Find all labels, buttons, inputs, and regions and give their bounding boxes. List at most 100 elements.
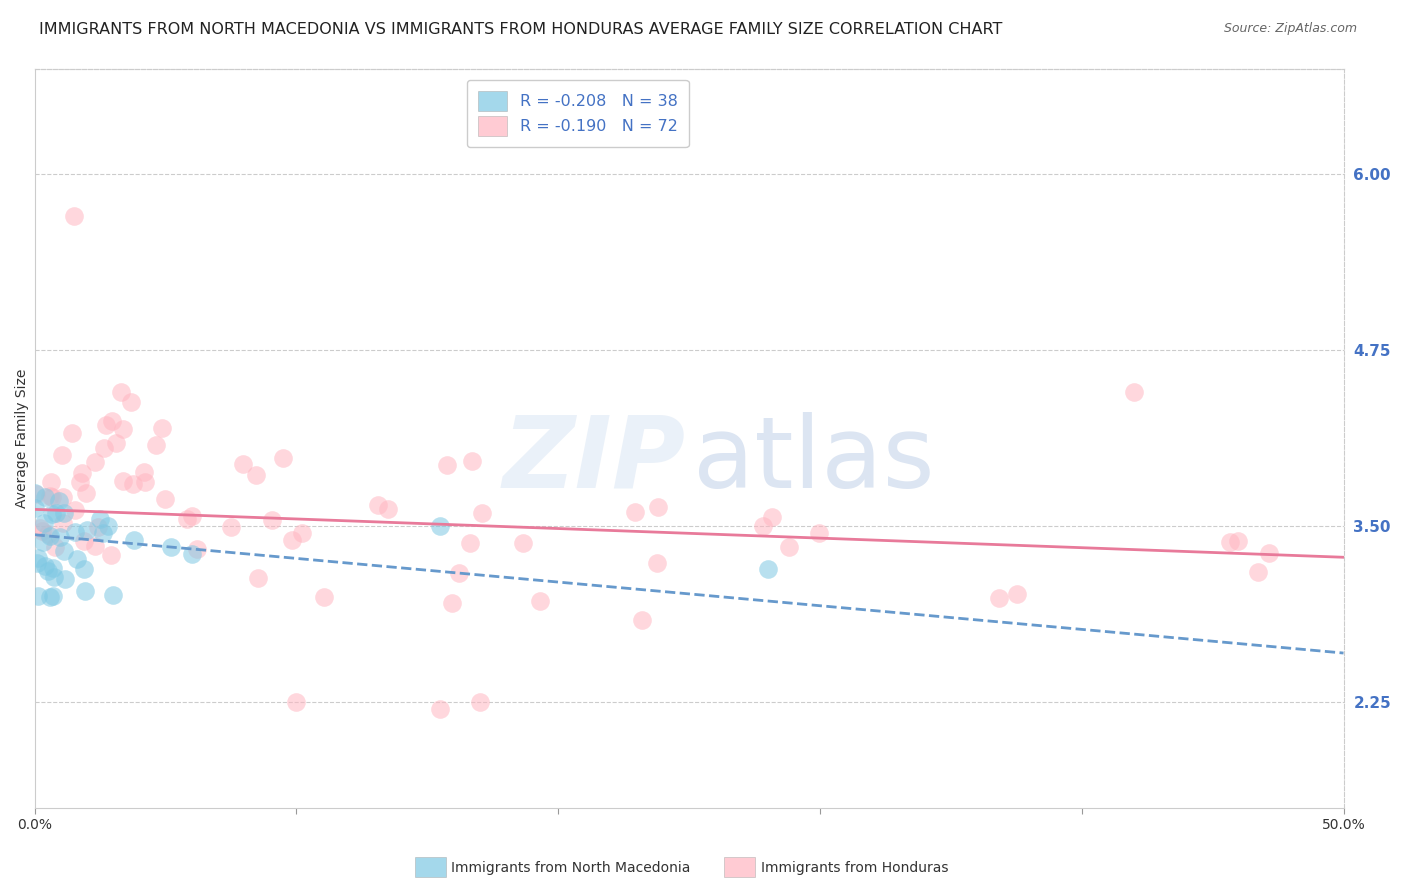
Point [24, 485, 46, 500]
Point [52, 506, 75, 520]
Point [112, 475, 135, 489]
Point [48, 530, 70, 544]
Point [186, 541, 208, 556]
Point [441, 596, 464, 610]
Point [34, 490, 56, 504]
Point [461, 454, 484, 468]
Point [280, 533, 302, 548]
Y-axis label: Average Family Size: Average Family Size [15, 368, 30, 508]
Point [72, 467, 94, 481]
Point [73, 533, 96, 548]
Point [37, 527, 59, 541]
Point [1258, 546, 1281, 560]
Point [65, 524, 87, 539]
Point [449, 566, 471, 580]
Point [756, 561, 779, 575]
Point [84, 539, 107, 553]
Point [63, 502, 86, 516]
Legend: R = -0.208   N = 38, R = -0.190   N = 72: R = -0.208 N = 38, R = -0.190 N = 72 [467, 80, 689, 147]
Point [111, 422, 134, 436]
Point [150, 421, 173, 435]
Point [367, 498, 389, 512]
Point [31, 524, 53, 539]
Point [87, 519, 110, 533]
Point [1219, 534, 1241, 549]
Point [83, 455, 105, 469]
Point [100, 548, 122, 562]
Point [39, 475, 62, 489]
Point [91, 525, 114, 540]
Point [73, 562, 96, 576]
Point [122, 477, 145, 491]
Point [52, 543, 75, 558]
Point [778, 540, 800, 554]
Point [134, 475, 156, 489]
Point [761, 510, 783, 524]
Point [97, 519, 120, 533]
Point [429, 702, 451, 716]
Point [377, 501, 399, 516]
Point [458, 536, 481, 550]
Point [219, 520, 242, 534]
Point [155, 491, 177, 506]
Point [271, 450, 294, 465]
Point [44, 570, 66, 584]
Point [60, 425, 83, 440]
Point [28, 521, 51, 535]
Point [41, 491, 63, 505]
Point [752, 518, 775, 533]
Point [76, 523, 98, 537]
Point [120, 394, 142, 409]
Point [1123, 385, 1146, 400]
Point [96, 418, 118, 433]
Point [32, 534, 55, 549]
Point [66, 551, 89, 566]
Point [75, 584, 97, 599]
Point [93, 441, 115, 455]
Point [34, 558, 56, 573]
Point [529, 594, 551, 608]
Point [176, 511, 198, 525]
Point [48, 494, 70, 508]
Point [631, 613, 654, 627]
Point [624, 505, 647, 519]
Point [52, 516, 75, 531]
Point [647, 500, 669, 515]
Point [429, 519, 451, 533]
Point [24, 501, 46, 516]
Point [101, 414, 124, 428]
Point [512, 536, 534, 550]
Text: ZIP: ZIP [502, 412, 685, 509]
Point [1247, 565, 1270, 579]
Point [436, 458, 458, 472]
Point [122, 533, 145, 548]
Point [37, 564, 59, 578]
Point [314, 591, 336, 605]
Point [45, 506, 67, 520]
Point [132, 465, 155, 479]
Point [1226, 534, 1249, 549]
Point [25, 487, 48, 501]
Point [44, 541, 66, 555]
Point [110, 385, 132, 400]
Point [38, 489, 60, 503]
Point [647, 557, 669, 571]
Point [145, 438, 167, 452]
Point [181, 508, 204, 523]
Point [38, 529, 60, 543]
Text: IMMIGRANTS FROM NORTH MACEDONIA VS IMMIGRANTS FROM HONDURAS AVERAGE FAMILY SIZE : IMMIGRANTS FROM NORTH MACEDONIA VS IMMIG… [39, 22, 1002, 37]
Point [41, 507, 63, 521]
Point [89, 512, 111, 526]
Point [53, 572, 76, 586]
Point [41, 561, 63, 575]
Point [27, 589, 49, 603]
Point [291, 526, 314, 541]
Point [103, 588, 125, 602]
Point [180, 548, 202, 562]
Text: Source: ZipAtlas.com: Source: ZipAtlas.com [1223, 22, 1357, 36]
Point [247, 571, 270, 585]
Point [285, 695, 308, 709]
Point [104, 435, 127, 450]
Point [52, 490, 75, 504]
Point [262, 513, 284, 527]
